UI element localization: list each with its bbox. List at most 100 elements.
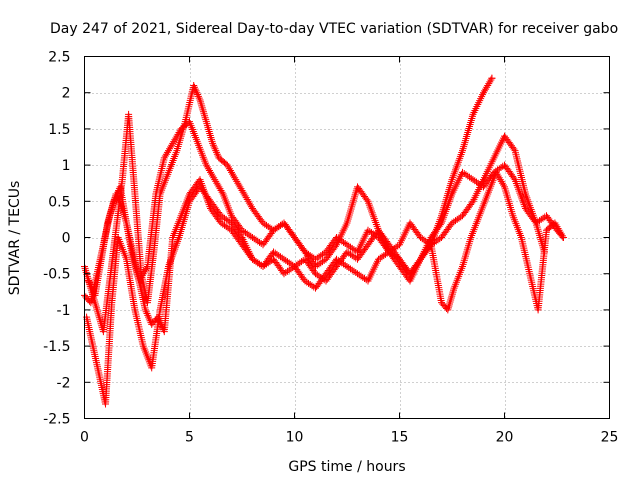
data-point (166, 145, 174, 153)
data-point (236, 183, 244, 191)
data-point (142, 264, 150, 272)
data-point (210, 174, 218, 182)
x-tick-label: 25 (601, 430, 619, 446)
data-point (209, 141, 217, 149)
data-point (160, 154, 168, 162)
data-point (142, 308, 150, 316)
data-point (112, 192, 120, 200)
y-tick-label: -1 (57, 303, 71, 319)
data-point (497, 177, 505, 185)
data-point (482, 85, 490, 93)
grid-lines (84, 56, 610, 419)
data-point (493, 170, 501, 178)
data-point (193, 89, 201, 97)
data-point (209, 172, 217, 180)
data-point (243, 195, 251, 203)
data-point (214, 181, 222, 189)
data-point (485, 80, 493, 88)
data-point (143, 310, 151, 318)
data-point (241, 192, 249, 200)
data-point (202, 161, 210, 169)
data-point (145, 313, 153, 321)
data-point (229, 170, 237, 178)
data-point (244, 197, 252, 205)
data-point (235, 181, 243, 189)
data-point (555, 226, 563, 234)
data-point (170, 138, 178, 146)
data-point (192, 87, 200, 95)
data-point (88, 284, 96, 292)
data-point (213, 150, 221, 158)
data-point (195, 94, 203, 102)
data-point (111, 195, 119, 203)
data-point (486, 78, 494, 86)
data-point (85, 279, 93, 287)
data-point (245, 199, 253, 207)
x-tick-label: 0 (80, 430, 89, 446)
y-tick-label: 1 (62, 158, 71, 174)
data-point (168, 141, 176, 149)
data-point (496, 176, 504, 184)
data-point (239, 188, 247, 196)
data-point (141, 306, 149, 314)
data-point (226, 167, 234, 175)
x-tick-label: 15 (391, 430, 409, 446)
y-axis-tick-labels: 2.5 2 1.5 1 0.5 0 -0.5 -1 -1.5 -2 -2.5 (43, 50, 70, 428)
data-point (207, 168, 214, 176)
chart-title: Day 247 of 2021, Sidereal Day-to-day VTE… (50, 21, 618, 37)
data-point (468, 199, 476, 207)
data-point (85, 277, 93, 285)
data-point (163, 148, 171, 156)
data-point (165, 147, 172, 155)
data-point (211, 145, 219, 153)
data-point (557, 230, 565, 238)
data-point (483, 83, 491, 91)
data-point (495, 174, 503, 182)
data-point (240, 190, 248, 198)
data-point (556, 228, 564, 236)
data-point (203, 163, 211, 171)
y-tick-label: -1.5 (43, 339, 70, 355)
data-point (215, 183, 223, 191)
data-point (111, 194, 119, 202)
data-point (246, 201, 254, 209)
data-point (238, 186, 246, 194)
data-point (559, 234, 567, 241)
data-point (234, 179, 242, 187)
y-tick-label: 2 (62, 86, 71, 102)
data-point (205, 167, 213, 175)
y-tick-label: 0 (62, 231, 71, 247)
data-point (113, 190, 121, 198)
y-tick-label: 1.5 (48, 122, 70, 138)
data-point (191, 85, 199, 93)
data-point (232, 176, 240, 184)
data-point (498, 179, 506, 187)
data-point (488, 74, 496, 82)
data-point (480, 89, 487, 97)
data-point (213, 148, 221, 156)
data-point (144, 311, 152, 319)
data-point (167, 143, 175, 151)
data-point (484, 81, 492, 89)
data-point (553, 223, 561, 231)
data-point (141, 266, 149, 274)
data-points (81, 74, 567, 408)
axis-ticks (84, 56, 610, 419)
x-tick-label: 20 (496, 430, 514, 446)
data-point (86, 281, 94, 289)
data-point (157, 320, 165, 328)
plot-frame (84, 56, 610, 419)
x-axis-title: GPS time / hours (288, 459, 405, 475)
data-point (190, 83, 198, 91)
x-axis-tick-labels: 0 5 10 15 20 25 (80, 430, 618, 446)
data-point (212, 177, 220, 185)
data-point (481, 87, 489, 95)
data-point (228, 168, 235, 176)
data-point (213, 179, 221, 187)
data-point (499, 181, 507, 189)
y-tick-label: -2.5 (43, 412, 70, 428)
data-point (552, 221, 560, 229)
y-axis-title: SDTVAR / TECUs (7, 181, 23, 296)
data-point (154, 313, 162, 321)
data-point (162, 150, 170, 158)
